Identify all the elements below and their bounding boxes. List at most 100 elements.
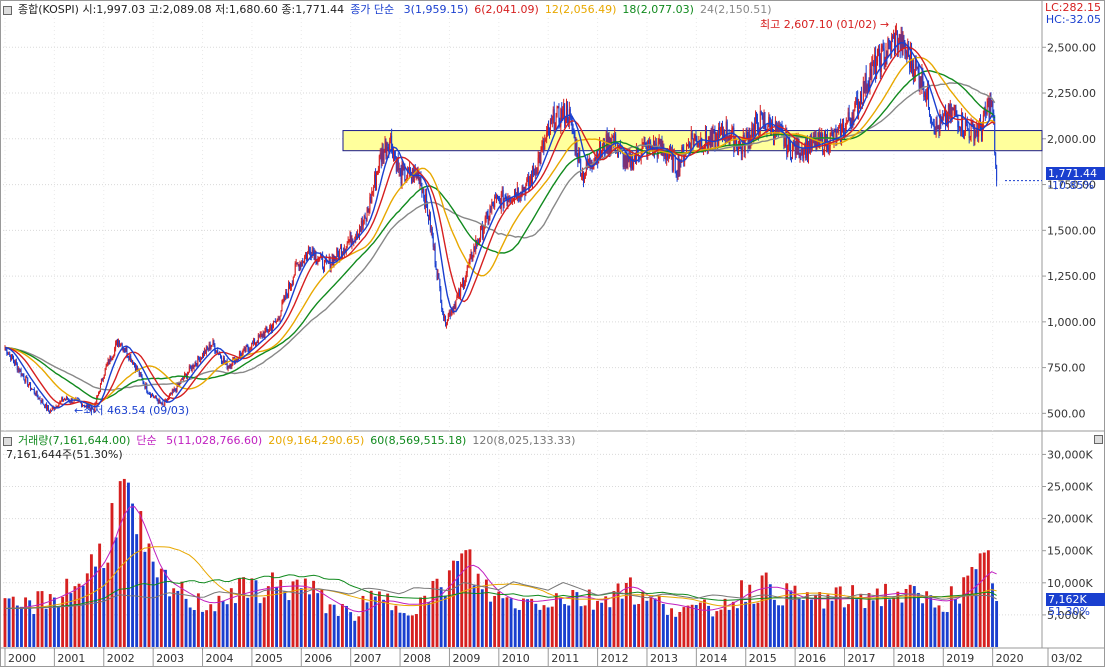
volume-bar: [777, 605, 780, 647]
candle-body: [561, 109, 563, 121]
candle-body: [740, 147, 742, 154]
candle-body: [213, 340, 215, 346]
volume-bar: [888, 599, 892, 647]
candle-body: [666, 154, 668, 160]
candle-body: [627, 155, 629, 164]
candle-body: [844, 123, 846, 136]
candle-body: [929, 115, 931, 118]
candle-body: [11, 354, 13, 361]
candle-body: [372, 191, 374, 193]
candle-body: [492, 202, 494, 205]
volume-bar: [242, 577, 246, 647]
volume-tick-label: 10,000K: [1047, 577, 1093, 590]
candle-body: [381, 148, 383, 162]
volume-bar: [851, 585, 855, 647]
volume-bar: [81, 585, 85, 647]
price-tick-label: 1,500.00: [1047, 224, 1096, 237]
candle-body: [202, 353, 204, 359]
candle-body: [410, 177, 412, 179]
price-panel-icon[interactable]: [3, 5, 12, 15]
candle-body: [976, 127, 978, 133]
candle-body: [306, 251, 308, 259]
candle-body: [677, 157, 679, 176]
candle-body: [83, 405, 85, 407]
candle-body: [496, 195, 498, 197]
candle-body: [207, 348, 209, 350]
x-tick-label: 2007: [354, 652, 382, 665]
candle-body: [519, 196, 521, 199]
volume-bar: [949, 586, 953, 647]
volume-current: 7,161,644주(51.30%): [6, 448, 123, 461]
candle-body: [892, 36, 894, 39]
candle-body: [762, 114, 764, 125]
candle-body: [116, 341, 118, 344]
candle-body: [279, 316, 281, 320]
candle-body: [556, 107, 558, 116]
volume-bar: [764, 572, 768, 647]
candle-body: [104, 368, 106, 375]
candle-body: [842, 124, 844, 136]
candle-body: [478, 242, 480, 244]
candle-body: [909, 56, 911, 68]
volume-bar: [238, 578, 241, 647]
volume-bar: [933, 607, 937, 647]
volume-bar: [102, 568, 106, 647]
volume-bar: [480, 589, 484, 647]
volume-bar: [394, 605, 398, 647]
candle-body: [468, 260, 470, 266]
candle-body: [242, 348, 244, 353]
candle-body: [313, 251, 315, 260]
candle-body: [176, 383, 178, 392]
volume-panel-icon[interactable]: [3, 436, 12, 446]
candle-body: [318, 259, 320, 261]
candle-body: [408, 167, 410, 172]
candle-body: [987, 101, 989, 106]
candle-body: [898, 34, 900, 45]
candle-body: [420, 177, 422, 183]
candle-body: [172, 390, 174, 392]
volume-bar: [703, 599, 706, 647]
last-price-badge: 1,771.44: [1046, 167, 1105, 180]
candle-body: [688, 144, 690, 148]
volume-tick-label: 15,000K: [1047, 545, 1093, 558]
candle-body: [56, 406, 58, 408]
candle-body: [543, 141, 545, 150]
panel-close-icon[interactable]: [1094, 435, 1103, 444]
candle-body: [557, 106, 559, 108]
price-ma-legend-item-3: 18(2,077.03): [622, 3, 694, 16]
candle-body: [928, 87, 930, 108]
candle-body: [441, 302, 443, 309]
volume-bar: [489, 601, 492, 647]
candle-body: [897, 44, 899, 50]
candle-body: [591, 164, 593, 167]
volume-bar: [349, 612, 353, 647]
volume-bar: [884, 583, 887, 647]
candle-body: [605, 134, 607, 154]
candle-body: [593, 162, 595, 165]
volume-bar: [768, 584, 772, 647]
candle-body: [860, 93, 862, 104]
candle-body: [168, 397, 170, 400]
x-tick-label: 2010: [502, 652, 530, 665]
candle-body: [94, 403, 96, 413]
candle-body: [928, 107, 930, 116]
candle-body: [939, 115, 941, 134]
candle-body: [344, 249, 346, 253]
candle-body: [915, 60, 917, 68]
volume-bar: [180, 581, 184, 647]
candle-body: [285, 291, 287, 300]
volume-bar: [15, 605, 19, 647]
candle-body: [484, 217, 486, 229]
candle-body: [924, 92, 926, 98]
candle-body: [645, 142, 647, 144]
candle-body: [307, 249, 309, 252]
volume-tick-label: 5,000K: [1047, 609, 1086, 622]
volume-bar: [587, 589, 591, 647]
candle-body: [312, 250, 314, 252]
candle-body: [351, 239, 353, 246]
candle-body: [941, 117, 943, 123]
candle-body: [548, 126, 550, 129]
candle-body: [120, 344, 122, 346]
candle-body: [99, 391, 101, 393]
